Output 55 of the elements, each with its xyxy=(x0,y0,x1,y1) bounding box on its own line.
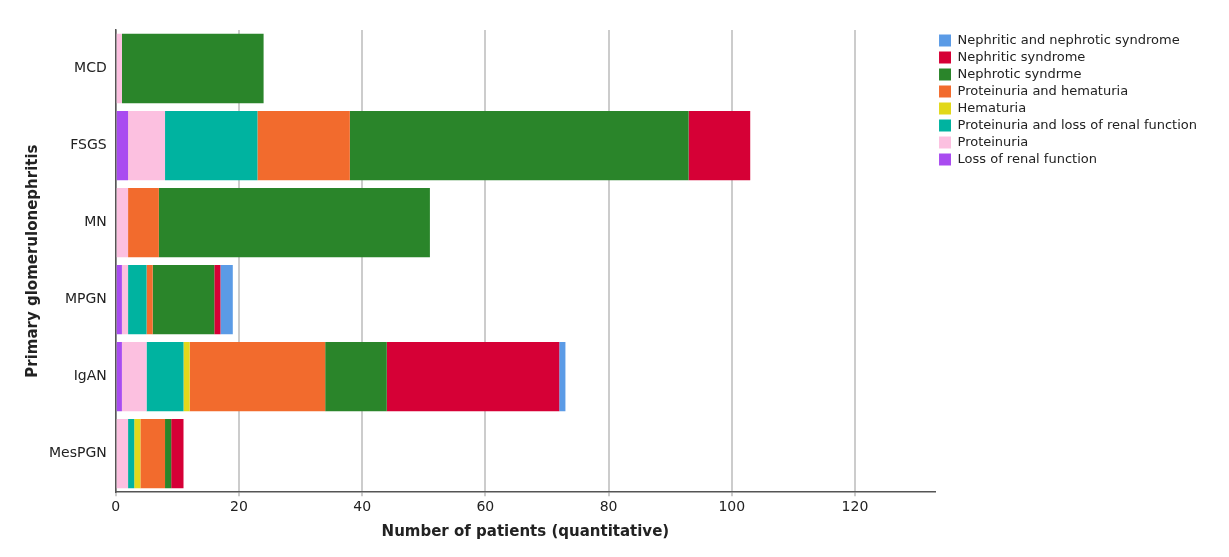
bar xyxy=(152,264,215,335)
y-tick-label: MPGN xyxy=(64,290,107,307)
bar xyxy=(116,264,122,335)
y-tick-label: MesPGN xyxy=(49,444,107,461)
x-axis-title: Number of patients (quantitative) xyxy=(381,521,670,540)
bar xyxy=(165,110,258,181)
x-tick-label: 120 xyxy=(841,498,869,515)
legend-label: Nephritic and nephrotic syndrome xyxy=(957,31,1180,47)
bar xyxy=(140,419,166,489)
y-tick-label: FSGS xyxy=(70,136,107,153)
legend-label: Proteinuria and loss of renal function xyxy=(957,116,1198,132)
bar xyxy=(121,341,147,412)
bar xyxy=(146,341,184,412)
bar xyxy=(128,187,159,258)
bar xyxy=(158,187,430,258)
bar xyxy=(116,110,129,181)
y-tick-label: MN xyxy=(84,213,107,230)
x-tick-label: 40 xyxy=(353,498,372,515)
bar xyxy=(220,264,233,335)
bar xyxy=(171,419,184,489)
bar xyxy=(183,341,190,412)
bar xyxy=(128,264,147,335)
bar xyxy=(116,419,129,489)
bar xyxy=(121,264,129,335)
y-tick-label: IgAN xyxy=(73,367,107,384)
bar xyxy=(116,187,129,258)
bar xyxy=(128,110,166,181)
legend-label: Proteinuria and hematuria xyxy=(957,82,1129,98)
legend-label: Nephrotic syndrme xyxy=(957,65,1082,81)
legend-label: Hematuria xyxy=(957,99,1027,115)
x-tick-label: 80 xyxy=(599,498,618,515)
bar xyxy=(257,110,350,181)
y-tick-label: MCD xyxy=(74,59,107,76)
bar xyxy=(214,264,221,335)
bar xyxy=(386,341,560,412)
bar xyxy=(559,341,566,412)
x-tick-label: 60 xyxy=(476,498,495,515)
x-tick-label: 100 xyxy=(718,498,746,515)
bar xyxy=(165,419,172,489)
bar xyxy=(349,110,689,181)
y-axis-title: Primary glomerulonephritis xyxy=(22,144,41,378)
bar xyxy=(325,341,387,412)
x-tick-label: 20 xyxy=(230,498,248,515)
legend-label: Nephritic syndrome xyxy=(957,48,1086,64)
bar xyxy=(128,419,135,489)
legend-label: Proteinuria xyxy=(957,133,1029,149)
bar xyxy=(116,33,122,104)
bar xyxy=(134,419,141,489)
bar xyxy=(189,341,326,412)
bar xyxy=(121,33,264,104)
x-tick-label: 0 xyxy=(111,498,121,515)
bar xyxy=(688,110,751,181)
bar xyxy=(116,341,122,412)
legend-label: Loss of renal function xyxy=(957,150,1097,166)
bar xyxy=(146,264,153,335)
